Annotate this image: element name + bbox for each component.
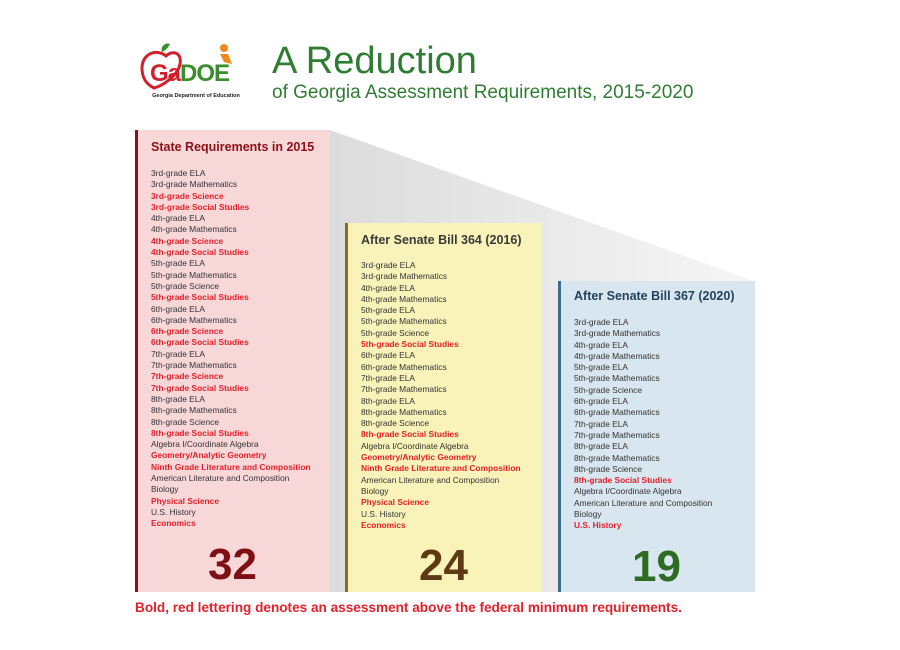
logo-wordmark: GaDOE xyxy=(150,60,230,88)
assessment-list: 3rd-grade ELA 3rd-grade Mathematics 3rd-gr… xyxy=(151,168,311,530)
list-item: 3rd-grade ELA xyxy=(151,168,206,178)
list-item: 8th-grade Mathematics xyxy=(361,406,447,417)
list-item: 5th-grade Mathematics xyxy=(151,269,237,280)
footnote: Bold, red lettering denotes an assessmen… xyxy=(135,600,682,615)
list-item: 4th-grade Mathematics xyxy=(361,293,447,304)
list-item: 7th-grade Science xyxy=(151,371,224,382)
list-item: Biology xyxy=(574,509,602,520)
list-item: 3rd-grade ELA xyxy=(574,317,629,327)
list-item: Algebra I/Coordinate Algebra xyxy=(574,486,682,497)
list-item: 5th-grade ELA xyxy=(361,305,416,316)
list-item: American Literature and Composition xyxy=(574,497,713,508)
assessment-list: 3rd-grade ELA 3rd-grade Mathematics 4th-gr… xyxy=(361,260,521,531)
list-item: Ninth Grade Literature and Composition xyxy=(361,463,521,474)
list-item: 5th-grade ELA xyxy=(574,362,629,373)
list-item: 4th-grade ELA xyxy=(574,339,629,350)
list-item: 5th-grade Mathematics xyxy=(574,373,660,384)
list-item: 3rd-grade Mathematics xyxy=(574,328,661,339)
apple-heart-logo-icon xyxy=(140,43,232,90)
list-item: 6th-grade ELA xyxy=(151,303,206,314)
list-item: 7th-grade Social Studies xyxy=(151,382,249,393)
list-item: Biology xyxy=(361,485,389,496)
list-item: American Literature and Composition xyxy=(151,473,290,484)
list-item: 5th-grade Science xyxy=(151,280,219,291)
list-item: 7th-grade ELA xyxy=(361,372,416,383)
list-item: 3rd-grade Social Studies xyxy=(151,201,250,212)
assessment-count: 19 xyxy=(632,542,681,591)
logo-subtitle: Georgia Department of Education xyxy=(152,93,240,99)
gadoe-logo: GaDOE Georgia Department of Education xyxy=(136,40,256,102)
list-item: 3rd-grade Mathematics xyxy=(151,179,238,190)
list-item: 8th-grade ELA xyxy=(361,395,416,406)
list-item: 7th-grade Mathematics xyxy=(151,360,237,371)
list-item: 3rd-grade Mathematics xyxy=(361,271,448,282)
list-item: 3rd-grade ELA xyxy=(361,260,416,270)
list-item: Geometry/Analytic Geometry xyxy=(361,452,477,463)
list-item: 4th-grade Mathematics xyxy=(151,224,237,235)
page-title: A Reduction xyxy=(272,40,477,82)
logo-ga: Ga xyxy=(150,60,181,87)
list-item: 6th-grade Social Studies xyxy=(151,337,249,348)
list-item: 6th-grade ELA xyxy=(361,350,416,361)
assessment-count: 32 xyxy=(208,540,257,589)
list-item: 6th-grade Mathematics xyxy=(574,407,660,418)
list-item: 8th-grade Social Studies xyxy=(151,427,249,438)
list-item: 8th-grade Science xyxy=(361,418,429,429)
list-item: 4th-grade Mathematics xyxy=(574,350,660,361)
list-item: Economics xyxy=(361,519,406,530)
list-item: Biology xyxy=(151,484,179,495)
list-item: 6th-grade Mathematics xyxy=(361,361,447,372)
list-item: 8th-grade ELA xyxy=(151,393,206,404)
panel-2015: State Requirements in 2015 3rd-grade ELA… xyxy=(135,130,330,592)
list-item: Ninth Grade Literature and Composition xyxy=(151,461,311,472)
list-item: 5th-grade Social Studies xyxy=(151,292,249,303)
list-item: 8th-grade Science xyxy=(151,416,219,427)
list-item: 5th-grade Science xyxy=(361,327,429,338)
list-item: Algebra I/Coordinate Algebra xyxy=(361,440,469,451)
list-item: 8th-grade Science xyxy=(574,463,642,474)
list-item: 7th-grade ELA xyxy=(574,418,629,429)
list-item: 8th-grade ELA xyxy=(574,441,629,452)
list-item: 4th-grade Science xyxy=(151,235,224,246)
list-item: Geometry/Analytic Geometry xyxy=(151,450,267,461)
panel-accent-bar xyxy=(135,130,138,592)
list-item: 8th-grade Social Studies xyxy=(361,429,459,440)
list-item: American Literature and Composition xyxy=(361,474,500,485)
list-item: 6th-grade Science xyxy=(151,326,224,337)
list-item: Algebra I/Coordinate Algebra xyxy=(151,439,259,450)
panel-2020: After Senate Bill 367 (2020) 3rd-grade E… xyxy=(558,281,755,592)
panel-heading: After Senate Bill 364 (2016) xyxy=(361,233,522,247)
list-item: 4th-grade ELA xyxy=(361,282,416,293)
list-item: 8th-grade Social Studies xyxy=(574,475,672,486)
list-item: 8th-grade Mathematics xyxy=(151,405,237,416)
panel-heading: After Senate Bill 367 (2020) xyxy=(574,289,735,303)
list-item: 4th-grade Social Studies xyxy=(151,247,249,258)
list-item: 8th-grade Mathematics xyxy=(574,452,660,463)
assessment-count: 24 xyxy=(419,541,468,590)
list-item: U.S. History xyxy=(151,506,196,517)
logo-doe: DOE xyxy=(180,60,230,87)
panel-heading: State Requirements in 2015 xyxy=(151,140,315,154)
panel-2016: After Senate Bill 364 (2016) 3rd-grade E… xyxy=(345,223,542,592)
panel-accent-bar xyxy=(345,223,348,592)
list-item: 4th-grade ELA xyxy=(151,213,206,224)
list-item: 5th-grade Mathematics xyxy=(361,316,447,327)
list-item: Physical Science xyxy=(361,497,429,508)
list-item: Physical Science xyxy=(151,495,219,506)
list-item: 7th-grade Mathematics xyxy=(361,384,447,395)
panel-accent-bar xyxy=(558,281,561,592)
assessment-list: 3rd-grade ELA 3rd-grade Mathematics 4th-gr… xyxy=(574,317,712,532)
list-item: U.S. History xyxy=(574,520,622,531)
list-item: U.S. History xyxy=(361,508,406,519)
list-item: 6th-grade Mathematics xyxy=(151,314,237,325)
list-item: 7th-grade ELA xyxy=(151,348,206,359)
list-item: 5th-grade Science xyxy=(574,384,642,395)
list-item: 3rd-grade Science xyxy=(151,190,224,201)
list-item: 5th-grade ELA xyxy=(151,258,206,269)
list-item: 5th-grade Social Studies xyxy=(361,339,459,350)
list-item: Economics xyxy=(151,518,196,529)
list-item: 6th-grade ELA xyxy=(574,396,629,407)
page-subtitle: of Georgia Assessment Requirements, 2015… xyxy=(272,82,694,103)
list-item: 7th-grade Mathematics xyxy=(574,429,660,440)
